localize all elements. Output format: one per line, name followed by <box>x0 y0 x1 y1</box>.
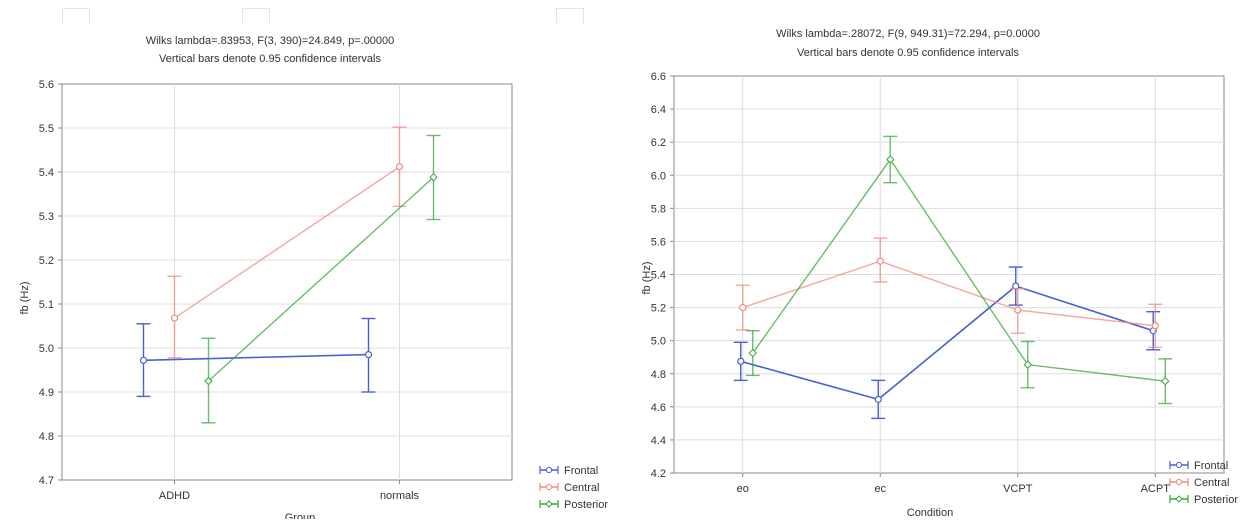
series-line-posterior <box>752 158 1166 382</box>
series-line-frontal <box>143 353 369 362</box>
chart-panel-group: Wilks lambda=.83953, F(3, 390)=24.849, p… <box>0 0 630 524</box>
decorative-tab-shape <box>242 8 270 23</box>
legend-marker <box>1175 461 1183 469</box>
y-tick-label: 5.0 <box>39 343 54 355</box>
data-point <box>170 314 179 322</box>
series-line-posterior <box>208 176 434 382</box>
x-tick-label: VCPT <box>1003 483 1033 495</box>
legend-label-central: Central <box>1194 477 1229 489</box>
legend-marker <box>1175 495 1183 503</box>
legend-label-central: Central <box>564 482 599 494</box>
y-tick-label: 5.6 <box>39 79 54 91</box>
data-point <box>874 395 882 403</box>
decorative-tab-shape <box>62 8 90 23</box>
y-tick-label: 5.5 <box>39 123 54 135</box>
y-tick-label: 4.4 <box>651 435 666 447</box>
y-tick-label: 4.9 <box>39 387 54 399</box>
legend-marker <box>545 500 553 508</box>
x-tick-label: normals <box>380 490 420 502</box>
y-tick-label: 5.4 <box>651 270 666 282</box>
y-tick-label: 5.8 <box>651 203 666 215</box>
y-tick-label: 5.6 <box>651 236 666 248</box>
y-tick-label: 4.8 <box>39 431 54 443</box>
y-tick-label: 5.1 <box>39 299 54 311</box>
y-tick-label: 4.6 <box>651 402 666 414</box>
y-tick-label: 4.2 <box>651 468 666 480</box>
x-tick-label: ADHD <box>159 490 190 502</box>
y-tick-label: 4.7 <box>39 475 54 487</box>
data-point <box>1161 376 1170 386</box>
data-point <box>139 356 148 364</box>
group-chart: Wilks lambda=.83953, F(3, 390)=24.849, p… <box>19 35 608 524</box>
series-line-central <box>174 166 400 319</box>
data-point <box>1151 322 1159 330</box>
data-point <box>1023 360 1032 369</box>
y-tick-label: 5.3 <box>39 211 54 223</box>
legend-label-posterior: Posterior <box>1194 494 1238 506</box>
chart-subtitle: Vertical bars denote 0.95 confidence int… <box>797 47 1019 59</box>
series-line-central <box>742 260 1156 327</box>
data-point <box>204 376 213 386</box>
y-tick-label: 5.0 <box>651 336 666 348</box>
chart-panel-condition: Wilks lambda=.28072, F(9, 949.31)=72.294… <box>630 0 1256 519</box>
y-tick-label: 6.2 <box>651 137 666 149</box>
y-axis-label: fb (Hz) <box>19 282 31 315</box>
x-tick-label: eo <box>737 483 749 495</box>
x-axis-label: Condition <box>907 507 953 519</box>
y-tick-label: 5.2 <box>39 255 54 267</box>
data-point <box>739 303 747 312</box>
data-point <box>876 257 884 265</box>
y-tick-label: 5.2 <box>651 303 666 315</box>
y-tick-label: 6.4 <box>651 104 666 116</box>
series-line-frontal <box>740 285 1154 401</box>
legend-label-frontal: Frontal <box>564 465 598 477</box>
x-tick-label: ACPT <box>1141 483 1171 495</box>
data-point <box>395 163 404 171</box>
data-point <box>1014 306 1022 314</box>
data-point <box>364 351 373 359</box>
data-point <box>737 357 745 365</box>
legend-marker <box>545 483 553 491</box>
legend-marker <box>545 466 553 474</box>
data-point <box>886 155 895 164</box>
legend-marker <box>1175 478 1183 486</box>
chart-subtitle: Vertical bars denote 0.95 confidence int… <box>159 53 381 65</box>
y-tick-label: 4.8 <box>651 369 666 381</box>
condition-chart: Wilks lambda=.28072, F(9, 949.31)=72.294… <box>641 28 1238 519</box>
plot-area <box>61 83 513 481</box>
y-tick-label: 5.4 <box>39 167 54 179</box>
data-point <box>429 173 438 182</box>
chart-title: Wilks lambda=.28072, F(9, 949.31)=72.294… <box>776 28 1040 40</box>
data-point <box>748 348 757 358</box>
legend-label-posterior: Posterior <box>564 499 608 511</box>
chart-title: Wilks lambda=.83953, F(3, 390)=24.849, p… <box>146 35 395 47</box>
y-axis-label: fb (Hz) <box>641 262 653 295</box>
y-tick-label: 6.6 <box>651 71 666 83</box>
y-tick-label: 6.0 <box>651 170 666 182</box>
decorative-tab-shape <box>556 8 584 23</box>
x-tick-label: ec <box>874 483 886 495</box>
legend-label-frontal: Frontal <box>1194 460 1228 472</box>
x-axis-label: Group <box>285 512 316 519</box>
